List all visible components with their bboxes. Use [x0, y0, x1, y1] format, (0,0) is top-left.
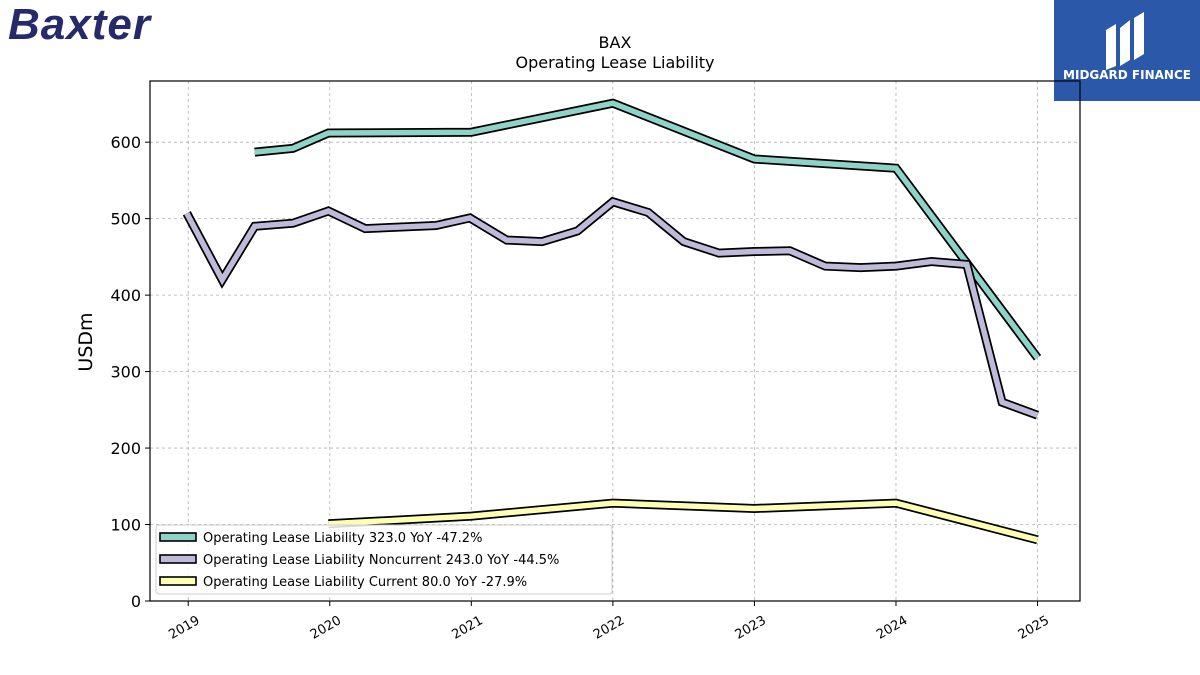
watermark-badge: MIDGARD FINANCE — [1054, 0, 1200, 101]
series-2-outline — [182, 196, 1040, 420]
legend-label-2: Operating Lease Liability Noncurrent 243… — [203, 553, 559, 568]
y-tick-label: 0 — [131, 592, 141, 611]
series-1-line — [254, 100, 1040, 360]
x-tick-label: 2019 — [166, 613, 202, 643]
watermark-text: MIDGARD FINANCE — [1063, 68, 1191, 82]
legend-swatch-2 — [159, 554, 197, 564]
y-tick-label: 600 — [110, 133, 141, 152]
legend-swatch-3 — [159, 576, 197, 586]
series-2-line — [184, 198, 1039, 418]
plot-frame — [149, 80, 1081, 602]
chart-subtitle: Operating Lease Liability — [515, 53, 714, 72]
brand-logo: Baxter — [8, 0, 151, 49]
series-3-line — [328, 500, 1039, 543]
y-axis-label: USDm — [75, 312, 97, 371]
series-group — [182, 98, 1042, 545]
y-tick-label: 100 — [110, 516, 141, 535]
y-tick-label: 200 — [110, 439, 141, 458]
x-tick-label: 2021 — [449, 613, 485, 643]
y-tick-label: 400 — [110, 286, 141, 305]
midgard-logo-icon — [1106, 12, 1144, 70]
legend-label-3: Operating Lease Liability Current 80.0 Y… — [203, 575, 527, 590]
x-tick-label: 2020 — [308, 613, 344, 643]
x-tick-label: 2025 — [1016, 613, 1052, 643]
legend-box — [155, 524, 613, 595]
legend: Operating Lease Liability 323.0 YoY -47.… — [155, 524, 613, 595]
y-tick-label: 500 — [110, 210, 141, 229]
chart-title: BAX — [599, 33, 632, 52]
x-tick-label: 2024 — [874, 613, 910, 643]
grid — [150, 81, 1080, 601]
x-tick-label: 2022 — [591, 613, 627, 643]
y-tick-label: 300 — [110, 363, 141, 382]
x-tick-label: 2023 — [733, 613, 769, 643]
legend-label-1: Operating Lease Liability 323.0 YoY -47.… — [203, 531, 482, 546]
legend-swatch-1 — [159, 532, 197, 542]
